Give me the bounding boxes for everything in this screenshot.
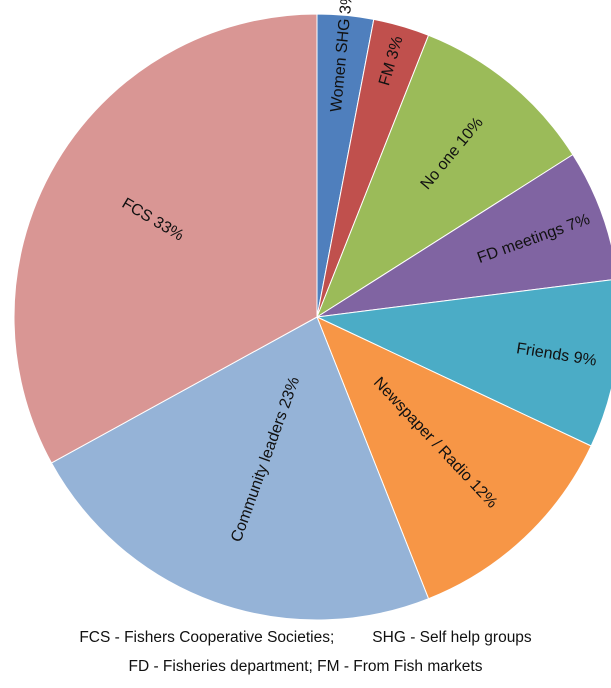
pie-slice xyxy=(315,279,611,447)
footnote-shg: SHG - Self help groups xyxy=(372,629,532,646)
footnote-line-1: FCS - Fishers Cooperative Societies; SHG … xyxy=(0,629,611,647)
footnote-line-2: FD - Fisheries department; FM - From Fis… xyxy=(128,658,483,675)
pie-slice xyxy=(13,13,318,464)
pie-slice xyxy=(316,316,592,600)
pie-slice xyxy=(316,153,611,318)
pie-slice xyxy=(315,34,574,319)
footnote-fcs: FCS - Fishers Cooperative Societies; xyxy=(79,629,335,646)
pie-slice xyxy=(50,316,430,621)
